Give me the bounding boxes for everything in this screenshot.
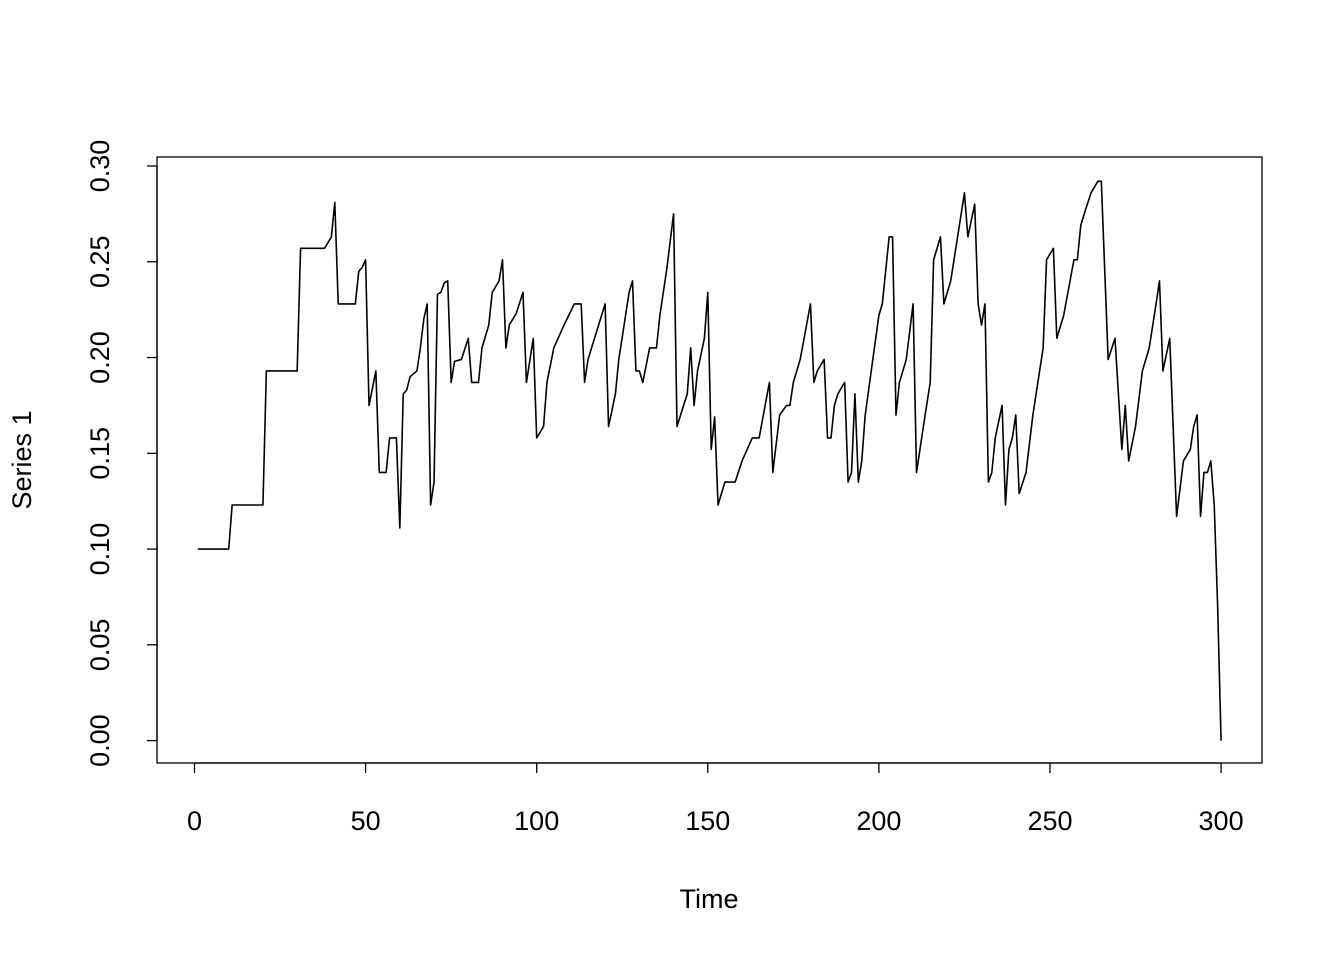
x-tick-label: 100 [514,806,559,836]
x-tick-label: 200 [856,806,901,836]
series-line [197,180,1222,741]
y-tick-label: 0.15 [85,427,115,480]
y-tick-label: 0.10 [85,523,115,576]
y-tick-label: 0.00 [85,714,115,767]
y-tick-label: 0.25 [85,235,115,288]
y-tick-label: 0.05 [85,619,115,672]
y-tick-label: 0.30 [85,140,115,193]
x-tick-label: 300 [1199,806,1244,836]
x-tick-label: 250 [1027,806,1072,836]
y-tick-label: 0.20 [85,331,115,384]
x-tick-label: 50 [351,806,381,836]
x-axis-label: Time [680,884,739,914]
y-axis-label: Series 1 [7,410,37,509]
x-tick-label: 150 [685,806,730,836]
x-tick-label: 0 [187,806,202,836]
